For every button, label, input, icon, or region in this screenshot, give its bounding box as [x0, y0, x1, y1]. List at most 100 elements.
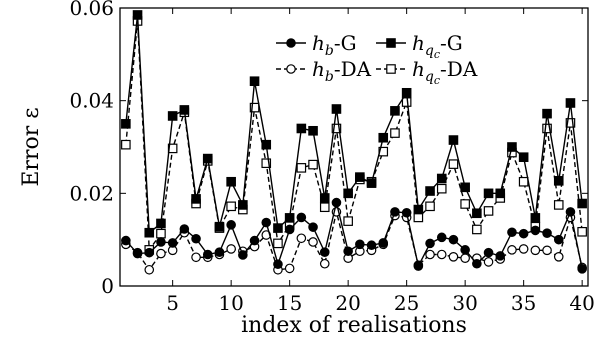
data-point-h_qc-DA — [436, 183, 447, 194]
plot-area: 5 10 15 20 25 30 35 40 0 0.02 0.04 0.06 — [69, 0, 594, 315]
data-point-h_qc-G — [355, 172, 365, 182]
data-point-h_b-G — [460, 245, 470, 255]
data-point-h_qc-G — [331, 104, 342, 114]
x-tick-label: 15 — [277, 291, 302, 315]
data-point-h_b-G — [121, 235, 131, 246]
data-point-h_qc-G — [378, 132, 389, 143]
data-point-h_b-G — [413, 261, 424, 271]
data-point-h_qc-G — [202, 153, 213, 164]
data-point-h_b-DA — [507, 245, 517, 255]
data-point-h_b-G — [378, 238, 389, 248]
data-point-h_qc-G — [401, 87, 412, 98]
data-point-h_qc-G — [413, 204, 424, 215]
data-point-h_b-G — [144, 247, 155, 258]
data-point-h_b-G — [319, 247, 330, 257]
data-point-h_b-G — [565, 207, 576, 217]
legend-label: hb-G — [312, 31, 357, 59]
data-point-h_b-G — [425, 238, 435, 249]
data-point-h_qc-G — [214, 221, 225, 232]
data-point-h_b-G — [530, 225, 541, 236]
data-point-h_b-G — [249, 235, 260, 246]
ticks-layer: 5 10 15 20 25 30 35 40 0 0.02 0.04 0.06 — [69, 0, 594, 315]
data-point-h_qc-DA — [553, 200, 564, 210]
x-tick-label: 40 — [569, 291, 594, 315]
data-point-h_qc-G — [577, 198, 587, 209]
series-h_qc-G — [121, 10, 587, 238]
legend-label: hqc-G — [412, 31, 463, 61]
x-tick-label: 35 — [511, 291, 536, 315]
data-point-h_qc-G — [296, 123, 307, 134]
data-point-h_qc-G — [191, 194, 201, 204]
series-h_b-G — [121, 197, 587, 274]
data-point-h_qc-G — [507, 142, 517, 152]
y-tick-label: 0.06 — [69, 0, 114, 20]
data-point-h_qc-DA — [296, 163, 307, 173]
x-axis-label: index of realisations — [241, 313, 467, 338]
y-axis-label: Error ε — [19, 107, 44, 186]
data-point-h_b-DA — [483, 257, 494, 267]
series-line-h_b-DA — [125, 211, 583, 271]
data-point-h_qc-G — [542, 108, 552, 119]
data-point-h_b-G — [132, 248, 143, 259]
data-point-h_qc-G — [121, 119, 131, 129]
data-point-h_b-G — [366, 240, 377, 251]
data-point-h_b-DA — [448, 252, 459, 262]
legend-marker — [286, 64, 296, 74]
data-point-h_b-G — [202, 249, 213, 260]
data-point-h_b-G — [273, 259, 283, 270]
data-point-h_b-G — [308, 222, 318, 232]
series-line-h_qc-G — [125, 14, 583, 235]
data-point-h_b-G — [483, 247, 494, 258]
data-point-h_qc-DA — [261, 158, 272, 169]
data-point-h_b-G — [507, 227, 517, 238]
data-point-h_qc-G — [261, 139, 272, 150]
data-point-h_qc-DA — [226, 201, 236, 212]
data-point-h_b-G — [355, 239, 365, 250]
legend-entry-h_b-G: hb-G — [276, 31, 357, 59]
plot-frame — [119, 7, 589, 287]
y-tick-label: 0 — [101, 274, 114, 298]
data-point-h_qc-G — [343, 188, 353, 199]
data-point-h_b-DA — [425, 249, 435, 260]
data-point-h_b-G — [390, 207, 400, 217]
data-point-h_b-G — [401, 207, 412, 218]
data-point-h_qc-DA — [390, 128, 400, 138]
data-point-h_qc-G — [460, 182, 470, 193]
x-tick-label: 10 — [218, 291, 243, 315]
data-point-h_b-G — [179, 224, 190, 234]
data-point-h_b-DA — [284, 263, 295, 274]
data-point-h_b-DA — [144, 264, 155, 275]
data-point-h_qc-G — [425, 186, 435, 196]
data-point-h_b-DA — [296, 233, 307, 244]
data-point-h_b-G — [331, 197, 342, 208]
data-point-h_qc-DA — [331, 123, 342, 134]
data-point-h_qc-G — [308, 125, 318, 136]
data-point-h_qc-DA — [460, 199, 470, 209]
data-point-h_qc-G — [472, 208, 482, 219]
data-point-h_b-G — [261, 217, 272, 228]
x-tick-label: 30 — [452, 291, 477, 315]
data-point-h_qc-G — [249, 76, 260, 87]
data-point-h_qc-DA — [472, 224, 482, 235]
data-point-h_qc-DA — [542, 123, 552, 134]
series-h_b-DA — [121, 207, 587, 275]
data-point-h_qc-DA — [448, 159, 459, 169]
data-point-h_qc-G — [390, 106, 400, 116]
data-point-h_b-DA — [460, 253, 470, 264]
data-point-h_b-DA — [553, 252, 564, 262]
data-point-h_b-DA — [308, 237, 318, 247]
data-point-h_qc-DA — [273, 238, 283, 249]
data-point-h_qc-G — [366, 178, 377, 188]
series-layer — [121, 10, 587, 275]
data-point-h_b-G — [518, 228, 529, 239]
series-h_qc-DA — [121, 16, 587, 255]
data-point-h_qc-G — [553, 176, 564, 186]
data-point-h_qc-G — [284, 213, 295, 223]
data-point-h_b-G — [343, 246, 353, 257]
data-point-h_b-G — [238, 250, 248, 260]
data-point-h_qc-G — [483, 188, 494, 199]
legend-label: hqc-DA — [412, 57, 478, 87]
data-point-h_b-G — [472, 258, 482, 269]
legend-entry-h_qc-DA: hqc-DA — [376, 57, 478, 87]
data-point-h_qc-G — [518, 152, 529, 162]
